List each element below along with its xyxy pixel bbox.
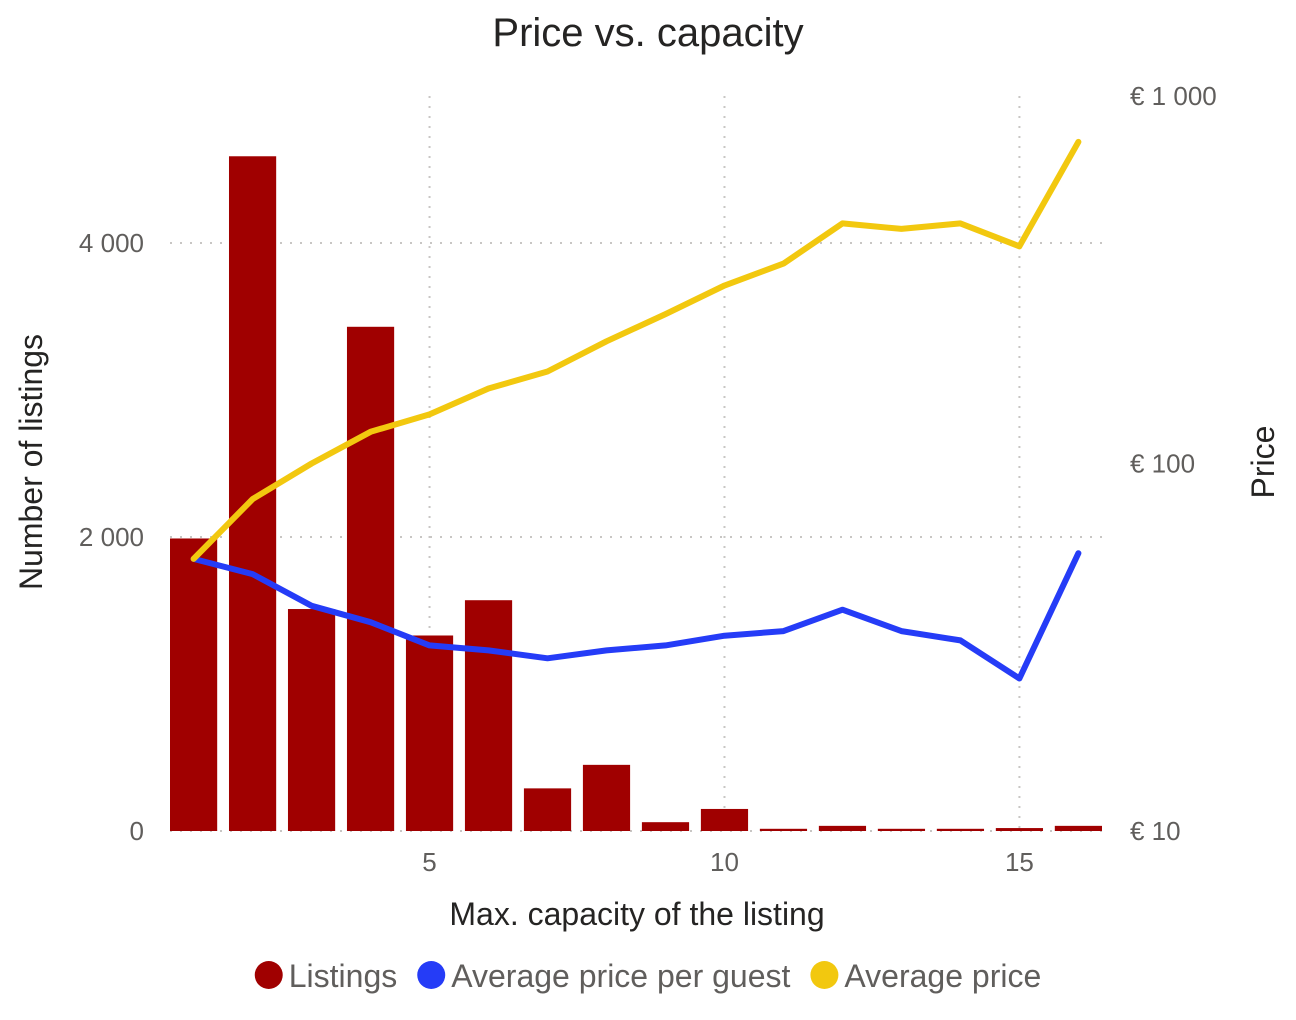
y2-axis-ticks: € 10 € 100 € 1 000 [1130, 81, 1217, 846]
y2-tick-label: € 100 [1130, 449, 1195, 479]
y-tick-label: 4 000 [79, 228, 144, 258]
bar [641, 822, 690, 831]
bar [346, 326, 395, 831]
bar [1054, 825, 1102, 831]
bar [464, 600, 513, 831]
legend-marker [417, 961, 446, 989]
legend-label: Average price per guest [451, 958, 790, 994]
bar [936, 828, 985, 831]
bar [228, 156, 277, 831]
chart-title: Price vs. capacity [492, 11, 803, 55]
legend: Listings Average price per guest Average p… [254, 958, 1041, 994]
series-lines [190, 138, 1082, 682]
bar [700, 808, 749, 831]
bar [759, 828, 808, 831]
legend-marker [810, 961, 839, 989]
bar [995, 828, 1044, 831]
x-tick-label: 5 [422, 847, 436, 877]
bar [818, 825, 867, 831]
y2-tick-label: € 10 [1130, 816, 1181, 846]
bar [170, 538, 218, 831]
bar [523, 788, 572, 831]
bar [405, 635, 454, 831]
x-tick-label: 15 [1005, 847, 1034, 877]
bar [877, 828, 926, 831]
legend-label: Listings [289, 958, 398, 994]
series-line [190, 138, 1082, 562]
y-tick-label: 2 000 [79, 522, 144, 552]
y2-tick-label: € 1 000 [1130, 81, 1217, 111]
y-tick-label: 0 [130, 816, 144, 846]
bars [170, 156, 1102, 831]
legend-label: Average price [844, 958, 1041, 994]
x-axis-ticks: 5 10 15 [422, 847, 1034, 877]
y2-axis-title: Price [1245, 426, 1281, 499]
bar [582, 764, 631, 831]
x-axis-title: Max. capacity of the listing [449, 896, 824, 932]
bar [287, 609, 336, 831]
series-line [190, 550, 1082, 682]
y-axis-title: Number of listings [13, 334, 49, 590]
y-axis-ticks: 0 2 000 4 000 [79, 228, 144, 846]
legend-marker [254, 961, 283, 989]
x-tick-label: 10 [710, 847, 739, 877]
